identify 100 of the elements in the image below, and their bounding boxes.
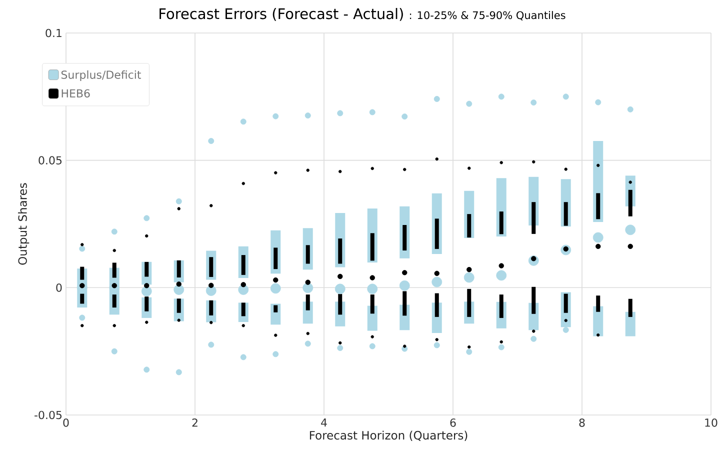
point — [111, 228, 118, 235]
point — [500, 340, 503, 344]
point — [177, 318, 180, 322]
bar — [499, 294, 504, 318]
x-tick-label: 4 — [321, 418, 327, 427]
point — [562, 326, 569, 333]
bar — [402, 225, 407, 250]
bar — [306, 294, 310, 310]
bar — [467, 288, 472, 317]
point — [370, 166, 374, 170]
bar — [176, 260, 181, 278]
bar — [596, 193, 600, 220]
point — [79, 314, 86, 321]
bar — [532, 202, 536, 234]
point — [434, 270, 440, 276]
point — [176, 198, 182, 204]
bar — [564, 202, 568, 226]
point — [498, 94, 504, 100]
bar — [467, 214, 472, 238]
bar — [625, 312, 636, 336]
point — [302, 282, 314, 294]
point — [210, 204, 213, 208]
point — [370, 275, 375, 280]
point — [304, 340, 311, 347]
y-tick-label: 0 — [56, 284, 62, 292]
point — [240, 118, 246, 125]
point — [402, 270, 408, 276]
y-tick-label: 0.1 — [46, 28, 62, 38]
bar — [209, 257, 214, 277]
point — [145, 234, 148, 238]
point — [466, 266, 472, 272]
bar — [274, 305, 278, 312]
point — [274, 334, 278, 337]
point — [595, 99, 602, 106]
bar — [628, 190, 632, 216]
x-tick-label: 10 — [705, 418, 718, 427]
point — [306, 332, 310, 336]
point — [592, 232, 604, 243]
bar — [499, 212, 504, 234]
point — [434, 96, 440, 102]
point — [242, 182, 245, 186]
point — [627, 106, 634, 112]
x-tick-label: 6 — [450, 418, 456, 427]
point — [270, 283, 281, 294]
bar — [434, 218, 439, 249]
point — [112, 248, 116, 252]
point — [432, 276, 442, 288]
point — [80, 243, 84, 246]
point — [176, 369, 182, 376]
point — [337, 345, 344, 352]
point — [242, 324, 245, 328]
bar — [112, 262, 116, 278]
point — [403, 168, 406, 172]
point — [210, 320, 213, 324]
point — [272, 351, 279, 358]
point — [144, 283, 150, 288]
point — [80, 324, 84, 328]
legend-label: HEB6 — [62, 89, 90, 98]
bar — [209, 300, 214, 316]
bar — [241, 302, 246, 316]
point — [625, 224, 636, 236]
bar — [370, 294, 374, 314]
point — [338, 274, 343, 280]
bar — [274, 248, 278, 270]
point — [337, 110, 344, 116]
point — [112, 324, 116, 328]
point — [468, 166, 471, 170]
bar — [402, 291, 407, 316]
point — [596, 244, 601, 249]
point — [564, 168, 568, 171]
point — [434, 342, 440, 348]
bar — [338, 238, 342, 264]
point — [369, 109, 376, 116]
point — [79, 246, 86, 252]
point — [240, 282, 246, 288]
point — [403, 344, 406, 348]
bar — [596, 296, 600, 312]
bar — [80, 266, 84, 280]
point — [435, 338, 438, 342]
point — [144, 366, 150, 373]
point — [500, 161, 503, 164]
point — [530, 336, 537, 342]
point — [628, 244, 633, 249]
point — [628, 180, 632, 184]
point — [464, 272, 474, 283]
point — [176, 281, 182, 287]
x-axis-title: Forecast Horizon (Quarters) — [310, 430, 468, 441]
point — [304, 112, 311, 119]
bar — [241, 255, 246, 275]
point — [338, 170, 342, 174]
point — [498, 263, 504, 268]
point — [564, 318, 568, 322]
bar — [306, 245, 310, 264]
x-tick-label: 2 — [192, 418, 198, 427]
point — [596, 333, 600, 337]
bar — [144, 262, 149, 277]
point — [562, 94, 569, 100]
point — [466, 100, 472, 107]
bar — [564, 294, 568, 313]
point — [496, 270, 507, 281]
